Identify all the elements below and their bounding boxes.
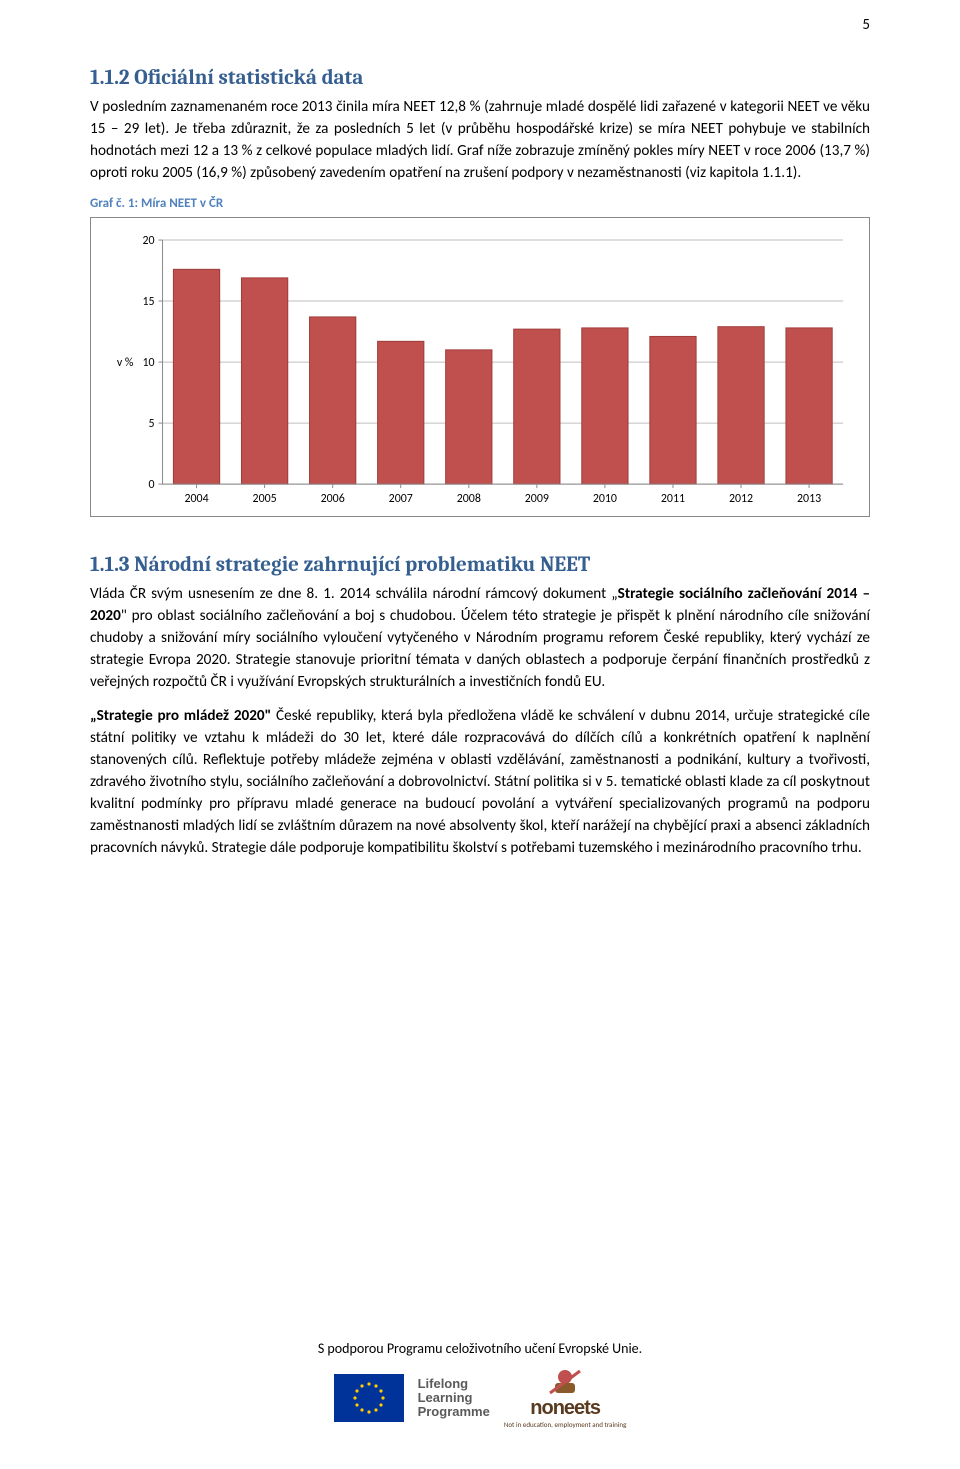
llp-line1: Lifelong <box>418 1377 469 1391</box>
eu-flag-logo <box>334 1374 404 1422</box>
paragraph-1-1-3-b: „Strategie pro mládež 2020" České republ… <box>90 705 870 859</box>
p1-post: " pro oblast sociálního začleňování a bo… <box>90 607 870 691</box>
svg-text:2007: 2007 <box>389 492 413 506</box>
svg-text:2010: 2010 <box>593 492 617 506</box>
svg-text:2009: 2009 <box>525 492 549 506</box>
llp-line2: Learning <box>418 1391 473 1405</box>
footer-text: S podporou Programu celoživotního učení … <box>0 1340 960 1357</box>
svg-text:20: 20 <box>143 234 155 248</box>
heading-1-1-3: 1.1.3 Národní strategie zahrnující probl… <box>90 553 870 577</box>
svg-text:2006: 2006 <box>321 492 345 506</box>
svg-text:2004: 2004 <box>185 492 209 506</box>
svg-text:10: 10 <box>143 356 155 370</box>
svg-text:0: 0 <box>149 478 155 492</box>
paragraph-1-1-3-a: Vláda ČR svým usnesením ze dne 8. 1. 201… <box>90 583 870 693</box>
llp-line3: Programme <box>418 1405 490 1419</box>
heading-1-1-2: 1.1.2 Oficiální statistická data <box>90 66 870 90</box>
bar-chart-svg: 0 5 10 15 20 v % 2004 2005 2006 2007 2008 2009 2010 2… <box>103 230 857 512</box>
svg-text:5: 5 <box>149 417 155 431</box>
svg-text:2013: 2013 <box>797 492 821 506</box>
noneets-text: noneets <box>530 1397 600 1420</box>
noneets-sub: Not in education, employment and trainin… <box>504 1420 627 1429</box>
chart-caption: Graf č. 1: Míra NEET v ČR <box>90 196 870 211</box>
svg-text:2005: 2005 <box>253 492 277 506</box>
noneets-logo: noneets Not in education, employment and… <box>504 1367 627 1429</box>
svg-text:2011: 2011 <box>661 492 685 506</box>
svg-text:2012: 2012 <box>729 492 753 506</box>
page-number: 5 <box>862 16 870 34</box>
neet-chart: 0 5 10 15 20 v % 2004 2005 2006 2007 2008 2009 2010 2… <box>90 217 870 517</box>
noneets-icon <box>547 1367 583 1397</box>
paragraph-1-1-2: V posledním zaznamenaném roce 2013 činil… <box>90 96 870 184</box>
llp-logo: Lifelong Learning Programme <box>418 1377 490 1420</box>
svg-text:2008: 2008 <box>457 492 481 506</box>
footer-logos: Lifelong Learning Programme noneets Not … <box>0 1367 960 1429</box>
p2-post: České republiky, která byla předložena v… <box>90 707 870 857</box>
p2-bold: „Strategie pro mládež 2020" <box>90 707 271 725</box>
svg-text:15: 15 <box>143 295 155 309</box>
svg-text:v %: v % <box>117 356 134 370</box>
footer: S podporou Programu celoživotního učení … <box>0 1340 960 1429</box>
p1-pre: Vláda ČR svým usnesením ze dne 8. 1. 201… <box>90 585 618 603</box>
